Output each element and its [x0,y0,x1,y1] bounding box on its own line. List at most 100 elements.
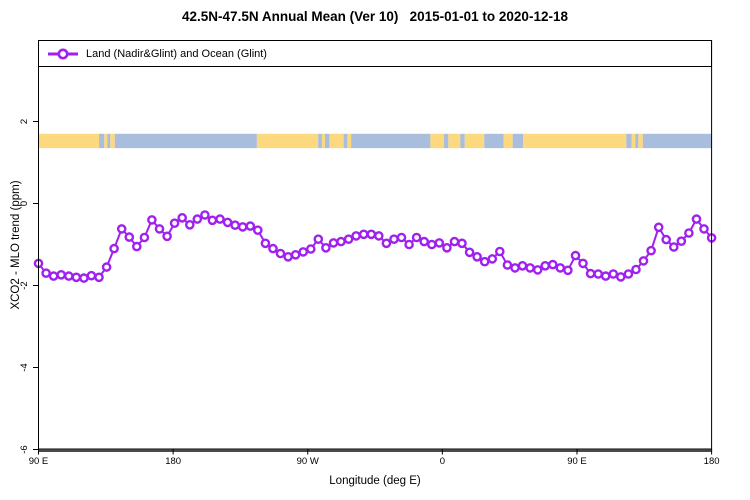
data-point [200,210,210,220]
map-strip-land-segment [448,133,461,149]
data-point [502,260,513,270]
data-point [192,214,203,224]
map-strip-land-segment [430,133,444,149]
x-tick-label: 90 E [567,456,587,467]
y-tick-label: 0 [19,201,30,206]
data-point [358,229,369,240]
data-point [434,238,445,248]
data-point [638,256,649,266]
y-tick-label: 2 [19,119,30,124]
map-strip-land-segment [329,133,344,149]
data-point [366,229,377,240]
data-point [260,238,271,249]
map-strip-ocean-segment [635,133,639,149]
data-point [389,234,399,244]
data-point [245,221,256,231]
data-point [328,238,339,248]
data-point [669,242,679,252]
data-point [676,236,687,246]
data-point [48,271,59,281]
data-point [419,236,430,247]
data-point [646,245,656,256]
x-tick-label: 180 [704,456,720,467]
map-strip-ocean-segment [318,133,322,149]
data-point [56,269,67,280]
data-point [298,247,309,257]
data-point [555,263,566,273]
data-point [540,260,551,271]
data-point [608,269,619,279]
map-strip-ocean-segment [114,133,257,149]
data-point [275,248,286,259]
map-strip-land-segment [638,133,643,149]
page-title: 42.5N-47.5N Annual Mean (Ver 10) 2015-01… [182,9,568,24]
legend-box: Land (Nadir&Glint) and Ocean (Glint) [38,40,712,67]
data-point [268,243,278,254]
data-point [283,251,293,262]
data-point [548,259,558,270]
data-point [585,268,596,279]
map-strip-land-segment [256,133,319,149]
data-point [631,264,641,275]
data-point [162,231,172,242]
data-point [472,251,482,262]
data-point [661,234,672,245]
map-strip-ocean-segment [443,133,449,149]
data-point [237,222,248,232]
x-tick-label: 180 [165,456,181,467]
x-tick-label: 90 W [297,456,319,467]
data-point [699,224,709,234]
data-point [86,270,97,281]
data-point [184,219,195,230]
data-point [336,236,346,247]
map-strip-ocean-segment [351,133,431,149]
data-point [396,232,407,243]
map-strip-ocean-segment [99,133,105,149]
data-point [124,232,135,242]
map-strip-ocean-segment [642,133,712,149]
data-point [494,246,505,257]
y-tick-label: -6 [19,445,30,453]
map-strip-land-segment [631,133,636,149]
data-point [290,249,301,260]
data-point [169,218,180,228]
map-strip-ocean-segment [512,133,524,149]
data-point [532,265,543,275]
data-point [79,273,89,283]
data-point [154,224,165,234]
map-strip-ocean-segment [460,133,465,149]
data-point [616,272,626,282]
map-strip-land-segment [110,133,115,149]
map-strip-land-segment [503,133,513,149]
map-strip-land-segment [464,133,485,149]
data-point [343,234,354,244]
legend-label: Land (Nadir&Glint) and Ocean (Glint) [86,47,267,60]
data-point [404,239,414,250]
y-tick-label: -2 [19,281,30,289]
map-strip-land-segment [523,133,627,149]
data-point [563,265,573,276]
data-point [464,247,475,258]
data-point [321,242,331,253]
legend-open-circle-line-icon [48,48,78,59]
data-point [305,244,316,254]
data-point [139,232,150,243]
map-strip-ocean-segment [626,133,632,149]
data-point [147,215,157,225]
data-point [691,214,702,224]
data-point [71,272,82,283]
map-strip-land-segment [38,133,100,149]
data-point [222,217,233,228]
data-point [101,262,112,272]
x-axis-title: Longitude (deg E) [329,475,421,487]
x-tick-label: 0 [440,456,445,467]
data-point [653,222,664,233]
data-point [510,263,520,273]
data-point [449,236,460,247]
data-point [351,231,361,241]
data-point [116,224,127,234]
y-axis-title: XCO2 - MLO trend (ppm) [10,180,22,310]
data-point [230,220,240,230]
